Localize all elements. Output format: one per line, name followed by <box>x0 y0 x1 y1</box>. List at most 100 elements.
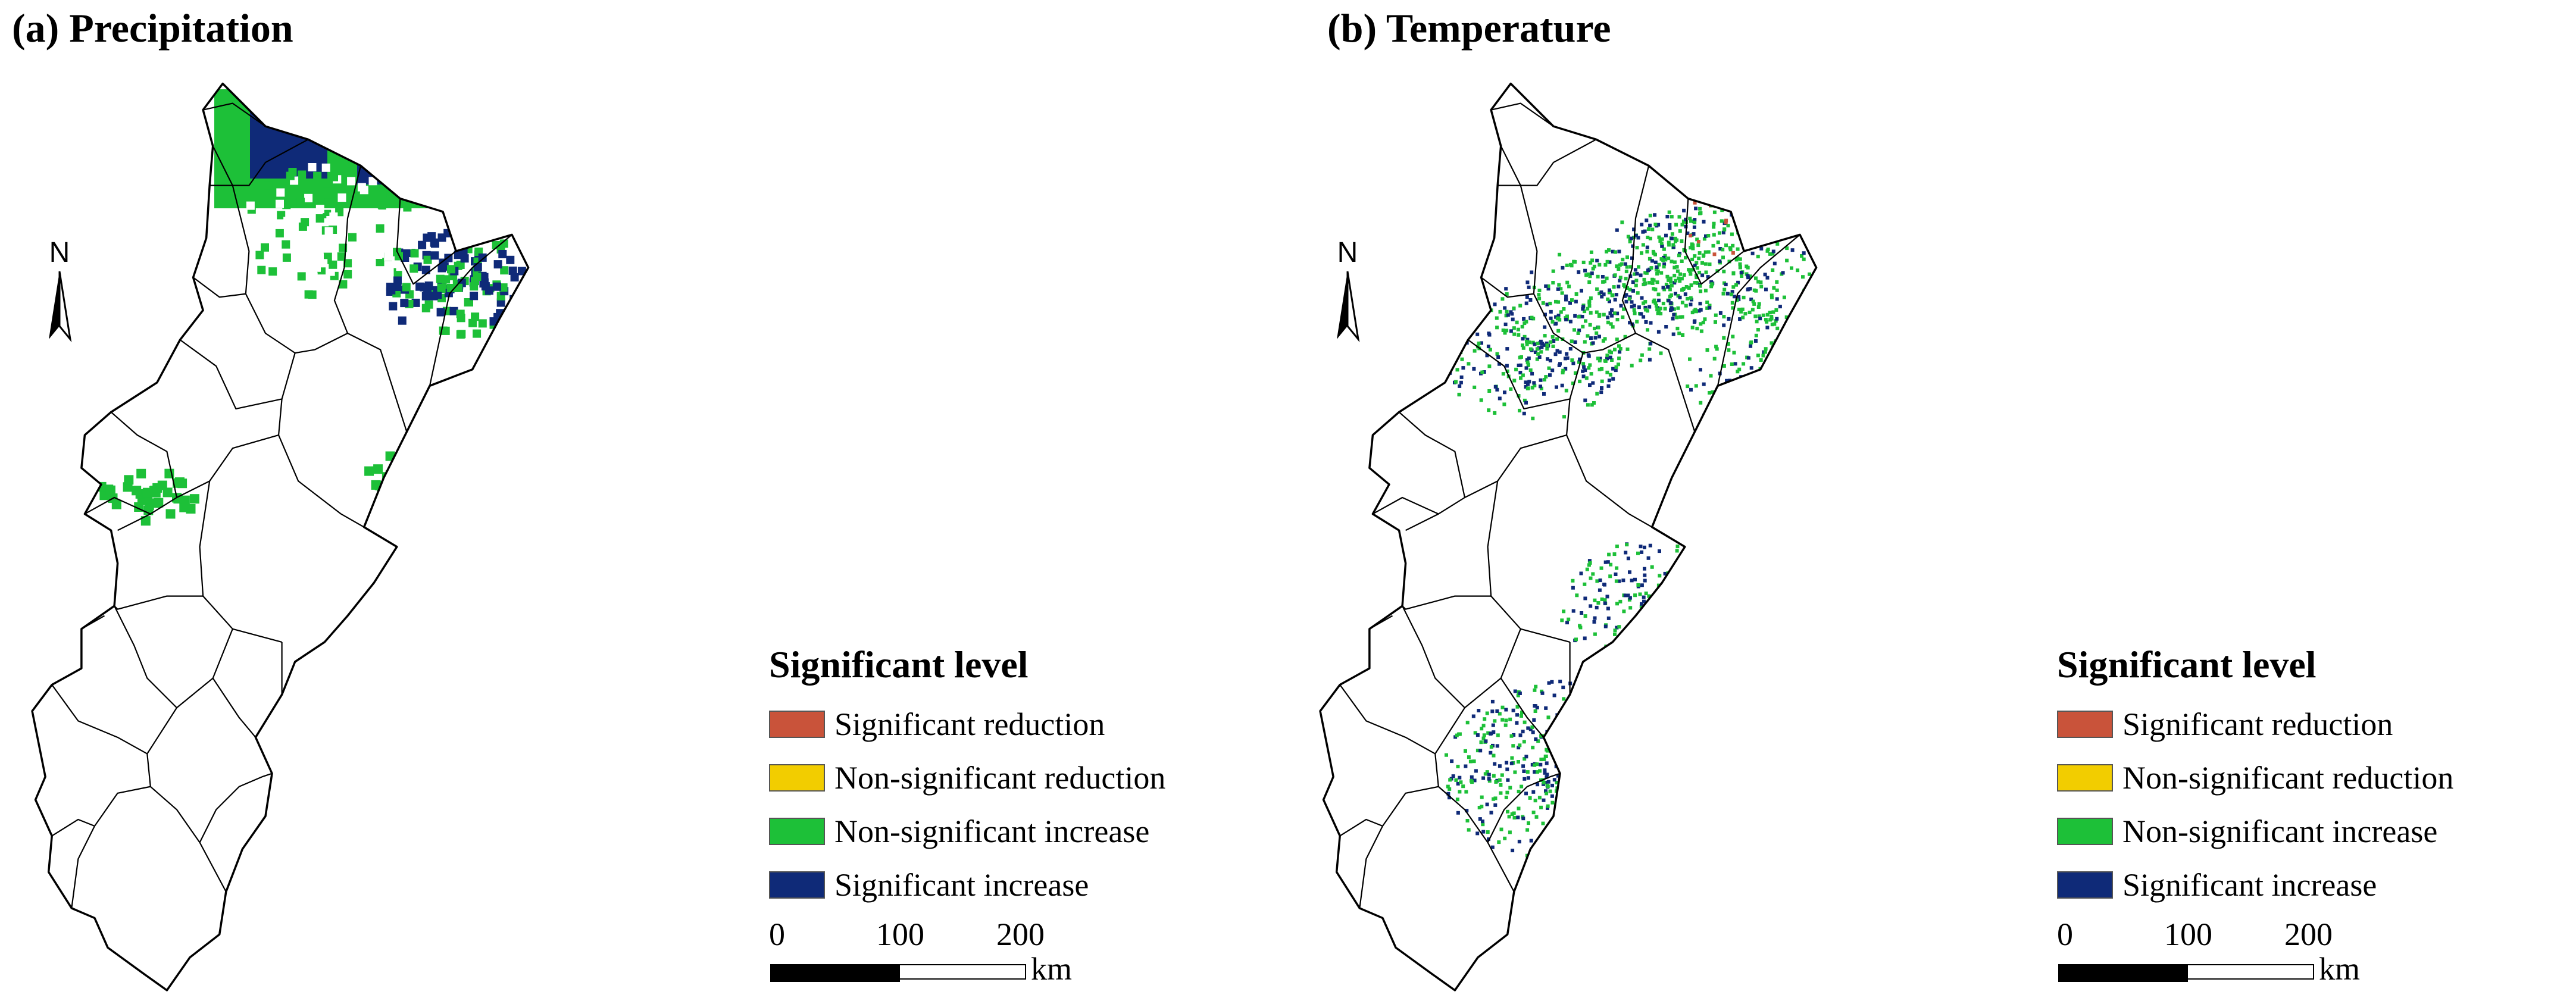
trend-pixel <box>1964 505 1967 509</box>
trend-pixel <box>1744 624 1748 628</box>
trend-pixel <box>1977 661 1980 665</box>
trend-pixel <box>1693 756 1696 760</box>
trend-pixel <box>1656 707 1661 711</box>
trend-pixel <box>1667 787 1671 790</box>
trend-pixel <box>1777 586 1781 590</box>
trend-pixel <box>470 292 479 301</box>
trend-pixel <box>1986 650 1990 653</box>
trend-pixel <box>1662 255 1666 259</box>
trend-pixel <box>1586 353 1590 357</box>
trend-pixel <box>2034 703 2037 707</box>
trend-pixel <box>1819 386 1822 389</box>
trend-pixel <box>1914 503 1917 507</box>
trend-pixel <box>1682 590 1686 595</box>
trend-pixel <box>1667 299 1671 303</box>
trend-pixel <box>2008 537 2012 541</box>
trend-pixel <box>1784 377 1789 380</box>
trend-pixel <box>2074 543 2078 547</box>
trend-pixel <box>1787 668 1792 672</box>
trend-pixel <box>1588 323 1592 327</box>
trend-pixel <box>2025 651 2029 655</box>
trend-pixel <box>1849 511 1852 515</box>
trend-pixel <box>1943 719 1947 722</box>
trend-pixel <box>1539 852 1543 856</box>
trend-pixel <box>1853 774 1857 778</box>
trend-pixel <box>1624 299 1628 304</box>
trend-pixel <box>1877 625 1881 628</box>
trend-pixel <box>1528 796 1532 800</box>
trend-pixel <box>1623 262 1627 266</box>
trend-pixel <box>1538 769 1542 773</box>
trend-pixel <box>1674 223 1678 227</box>
trend-pixel <box>1827 697 1831 700</box>
trend-pixel <box>1939 611 1943 614</box>
trend-pixel <box>405 465 415 475</box>
trend-pixel <box>1521 343 1524 348</box>
trend-pixel <box>1868 620 1872 623</box>
trend-pixel <box>1975 559 1979 562</box>
trend-pixel <box>1700 273 1705 277</box>
trend-pixel <box>1771 793 1775 797</box>
trend-pixel <box>1819 421 1822 424</box>
trend-pixel <box>1867 555 1870 558</box>
trend-pixel <box>1777 380 1781 384</box>
trend-pixel <box>1584 319 1587 323</box>
trend-pixel <box>473 329 482 338</box>
trend-pixel <box>1753 767 1757 771</box>
trend-pixel <box>1803 427 1807 431</box>
trend-pixel <box>1930 727 1933 731</box>
trend-pixel <box>1947 779 1951 783</box>
trend-pixel <box>348 233 357 242</box>
trend-pixel <box>1661 789 1665 793</box>
trend-pixel <box>1879 607 1883 611</box>
trend-pixel <box>1546 806 1549 810</box>
trend-pixel <box>1772 391 1776 395</box>
trend-pixel <box>1842 494 1845 498</box>
trend-pixel <box>1552 339 1556 343</box>
trend-pixel <box>1944 664 1947 667</box>
trend-pixel <box>1905 546 1909 550</box>
trend-pixel <box>1904 583 1908 586</box>
trend-pixel <box>1613 628 1617 633</box>
trend-pixel <box>1974 554 1978 558</box>
trend-pixel <box>1941 539 1944 543</box>
trend-pixel <box>1588 363 1592 367</box>
trend-pixel <box>1758 732 1762 736</box>
trend-pixel <box>1803 456 1808 460</box>
trend-pixel <box>1921 605 1925 609</box>
trend-pixel <box>1914 246 1918 250</box>
trend-pixel <box>1776 600 1780 605</box>
trend-pixel <box>1899 586 1902 589</box>
trend-pixel <box>1736 370 1740 374</box>
trend-pixel <box>1703 250 1708 254</box>
trend-pixel <box>1697 309 1701 313</box>
trend-pixel <box>1906 273 1910 277</box>
trend-pixel <box>1774 319 1778 323</box>
trend-pixel <box>1903 707 1906 711</box>
trend-pixel <box>1611 787 1615 791</box>
trend-pixel <box>1856 774 1860 777</box>
trend-pixel <box>1908 677 1912 681</box>
trend-pixel <box>1759 384 1764 388</box>
trend-pixel <box>1554 321 1558 326</box>
trend-pixel <box>2021 715 2024 718</box>
trend-pixel <box>1748 287 1752 291</box>
trend-pixel <box>1880 781 1884 784</box>
trend-pixel <box>1535 357 1539 361</box>
trend-pixel <box>1765 276 1770 280</box>
trend-pixel <box>2051 736 2055 740</box>
trend-pixel <box>1807 792 1811 796</box>
trend-pixel <box>2097 614 2100 617</box>
trend-pixel <box>1695 261 1699 265</box>
trend-pixel <box>2000 542 2004 546</box>
trend-pixel <box>1886 487 1890 491</box>
trend-pixel <box>1936 533 1939 536</box>
trend-pixel <box>1830 623 1833 627</box>
trend-pixel <box>1778 616 1782 620</box>
trend-pixel <box>1896 584 1899 587</box>
trend-pixel <box>1845 523 1848 526</box>
trend-pixel <box>1990 698 1994 702</box>
trend-pixel <box>1738 802 1742 806</box>
trend-pixel <box>1864 287 1867 290</box>
trend-pixel <box>1858 597 1861 600</box>
